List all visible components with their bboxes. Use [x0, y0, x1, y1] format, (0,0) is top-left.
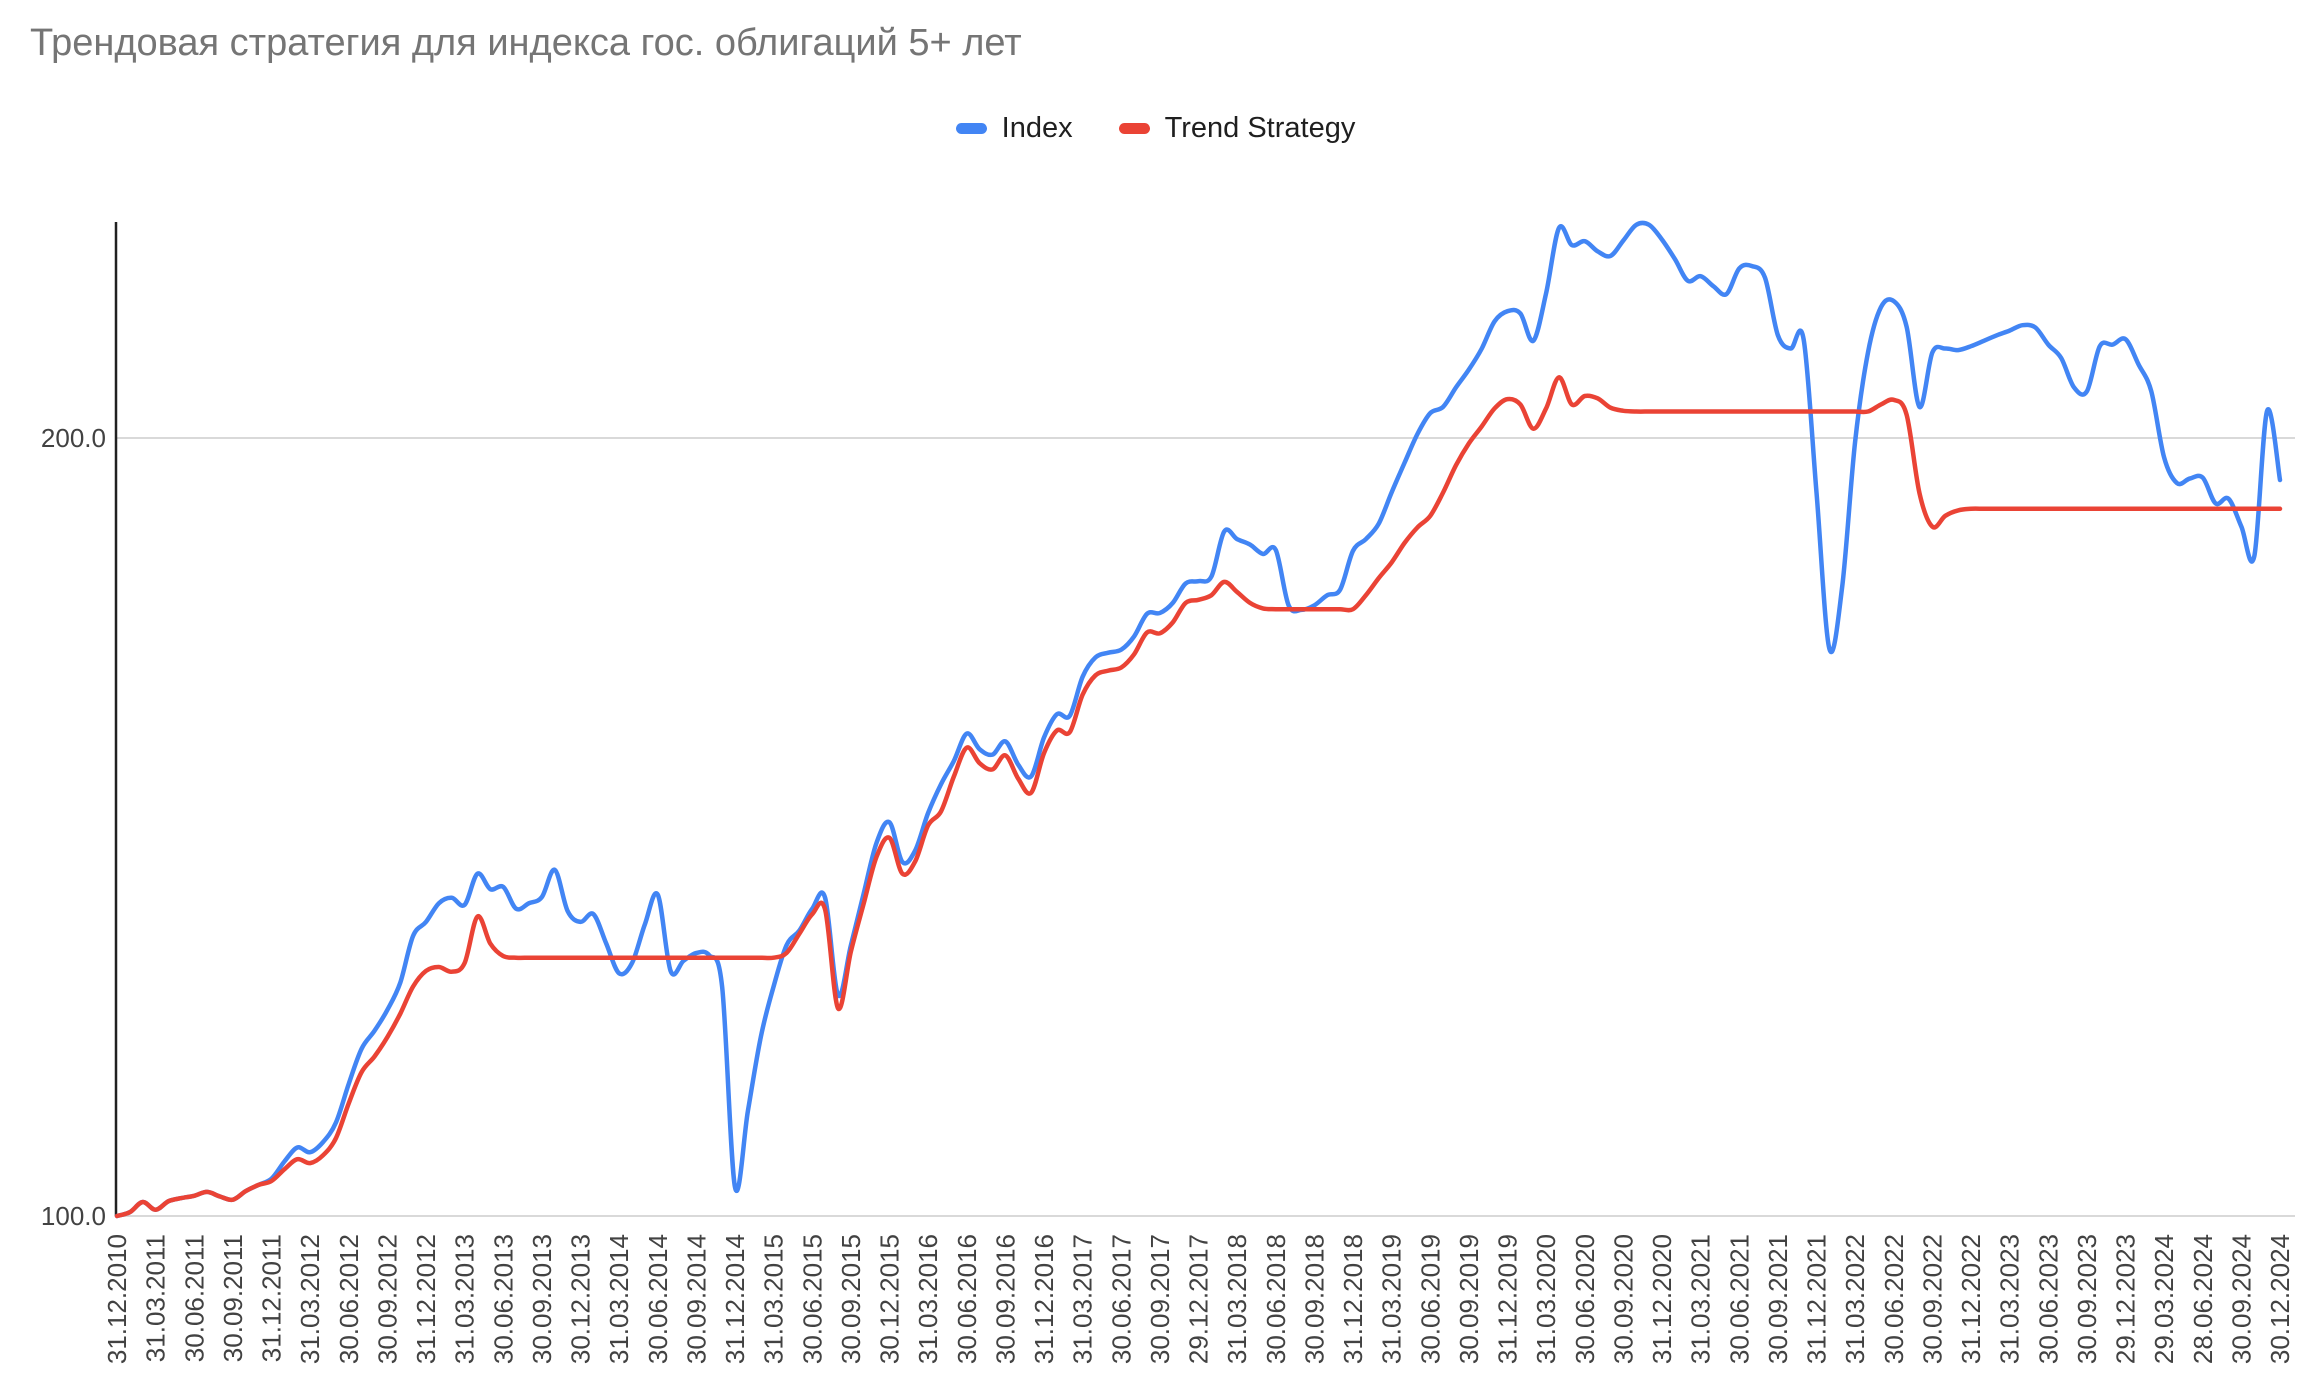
legend-label-trend-strategy: Trend Strategy	[1164, 112, 1356, 144]
x-axis-tick-label: 29.12.2023	[2111, 1234, 2141, 1364]
x-axis-tick-label: 30.06.2017	[1106, 1234, 1136, 1364]
legend-item-trend-strategy[interactable]: Trend Strategy	[1118, 112, 1356, 145]
x-axis-tick-label: 31.03.2017	[1068, 1234, 1098, 1364]
x-axis-tick-label: 30.09.2024	[2226, 1234, 2256, 1364]
index-series-swatch-icon	[955, 123, 987, 134]
x-axis-tick-label: 30.09.2018	[1299, 1234, 1329, 1364]
x-axis-tick-label: 31.12.2019	[1493, 1234, 1523, 1364]
x-axis-tick-label: 30.09.2013	[527, 1234, 557, 1364]
series-line-index	[114, 220, 2283, 1219]
x-axis-tick-label: 31.12.2011	[257, 1234, 287, 1362]
x-axis-tick-label: 30.06.2015	[797, 1234, 827, 1364]
x-axis-tick-label: 30.09.2016	[990, 1234, 1020, 1364]
y-axis-tick-label: 100.0	[41, 1201, 106, 1231]
x-axis-tick-label: 30.06.2011	[179, 1234, 209, 1362]
x-axis-tick-label: 31.03.2012	[295, 1234, 325, 1364]
x-axis-tick-label: 31.03.2021	[1686, 1234, 1716, 1364]
x-axis-tick-label: 31.12.2021	[1802, 1234, 1832, 1364]
x-axis-tick-label: 31.12.2012	[411, 1234, 441, 1364]
x-axis-tick-label: 31.03.2011	[141, 1234, 171, 1362]
x-axis-tick-label: 31.03.2019	[1377, 1234, 1407, 1364]
x-axis-tick-label: 31.03.2014	[604, 1234, 634, 1364]
x-axis-tick-label: 30.06.2021	[1724, 1234, 1754, 1364]
x-axis-tick-label: 30.09.2012	[372, 1234, 402, 1364]
x-axis-tick-label: 29.12.2017	[1184, 1234, 1214, 1364]
x-axis-tick-label: 31.03.2018	[1222, 1234, 1252, 1364]
x-axis-tick-label: 28.06.2024	[2188, 1234, 2218, 1364]
x-axis-tick-label: 30.09.2020	[1608, 1234, 1638, 1364]
x-axis-tick-label: 31.12.2022	[1956, 1234, 1986, 1364]
x-axis-tick-label: 30.06.2016	[952, 1234, 982, 1364]
x-axis-tick-label: 31.03.2023	[1995, 1234, 2025, 1364]
legend-item-index[interactable]: Index	[955, 112, 1073, 145]
x-axis-tick-label: 30.06.2019	[1415, 1234, 1445, 1364]
x-axis-tick-label: 31.03.2015	[759, 1234, 789, 1364]
x-axis-tick-label: 31.03.2013	[450, 1234, 480, 1364]
x-axis-tick-label: 30.06.2022	[1879, 1234, 1909, 1364]
x-axis-tick-label: 30.06.2012	[334, 1234, 364, 1364]
x-axis-tick-label: 30.09.2021	[1763, 1234, 1793, 1364]
x-axis-tick-label: 30.09.2014	[681, 1234, 711, 1364]
x-axis-tick-label: 30.09.2011	[218, 1234, 248, 1362]
y-axis-tick-label: 200.0	[41, 423, 106, 453]
x-axis-tick-label: 30.06.2023	[2033, 1234, 2063, 1364]
x-axis-tick-label: 30.09.2017	[1145, 1234, 1175, 1364]
x-axis-tick-label: 31.12.2014	[720, 1234, 750, 1364]
x-axis-tick-label: 31.03.2022	[1840, 1234, 1870, 1364]
x-axis-tick-label: 30.09.2023	[2072, 1234, 2102, 1364]
series-line-trend-strategy	[114, 375, 2283, 1219]
chart-title: Трендовая стратегия для индекса гос. обл…	[30, 22, 1022, 64]
x-axis-tick-label: 31.03.2020	[1531, 1234, 1561, 1364]
x-axis-tick-label: 30.09.2022	[1917, 1234, 1947, 1364]
x-axis-tick-label: 31.12.2010	[102, 1234, 132, 1364]
x-axis-tick-label: 31.12.2016	[1029, 1234, 1059, 1364]
x-axis-tick-label: 30.06.2020	[1570, 1234, 1600, 1364]
x-axis-tick-label: 30.09.2019	[1454, 1234, 1484, 1364]
x-axis-tick-label: 30.06.2018	[1261, 1234, 1291, 1364]
x-axis-tick-label: 31.12.2018	[1338, 1234, 1368, 1364]
x-axis-tick-label: 30.12.2015	[875, 1234, 905, 1364]
x-axis-tick-label: 31.12.2020	[1647, 1234, 1677, 1364]
x-axis-tick-label: 29.03.2024	[2149, 1234, 2179, 1364]
chart-legend: Index Trend Strategy	[0, 112, 2311, 145]
x-axis-tick-label: 30.06.2014	[643, 1234, 673, 1364]
x-axis-tick-label: 30.12.2024	[2265, 1234, 2295, 1364]
x-axis-tick-label: 31.03.2016	[913, 1234, 943, 1364]
x-axis-tick-label: 30.06.2013	[488, 1234, 518, 1364]
x-axis-tick-label: 30.09.2015	[836, 1234, 866, 1364]
legend-label-index: Index	[1001, 112, 1073, 144]
trend-strategy-series-swatch-icon	[1118, 123, 1150, 134]
x-axis-tick-label: 30.12.2013	[566, 1234, 596, 1364]
